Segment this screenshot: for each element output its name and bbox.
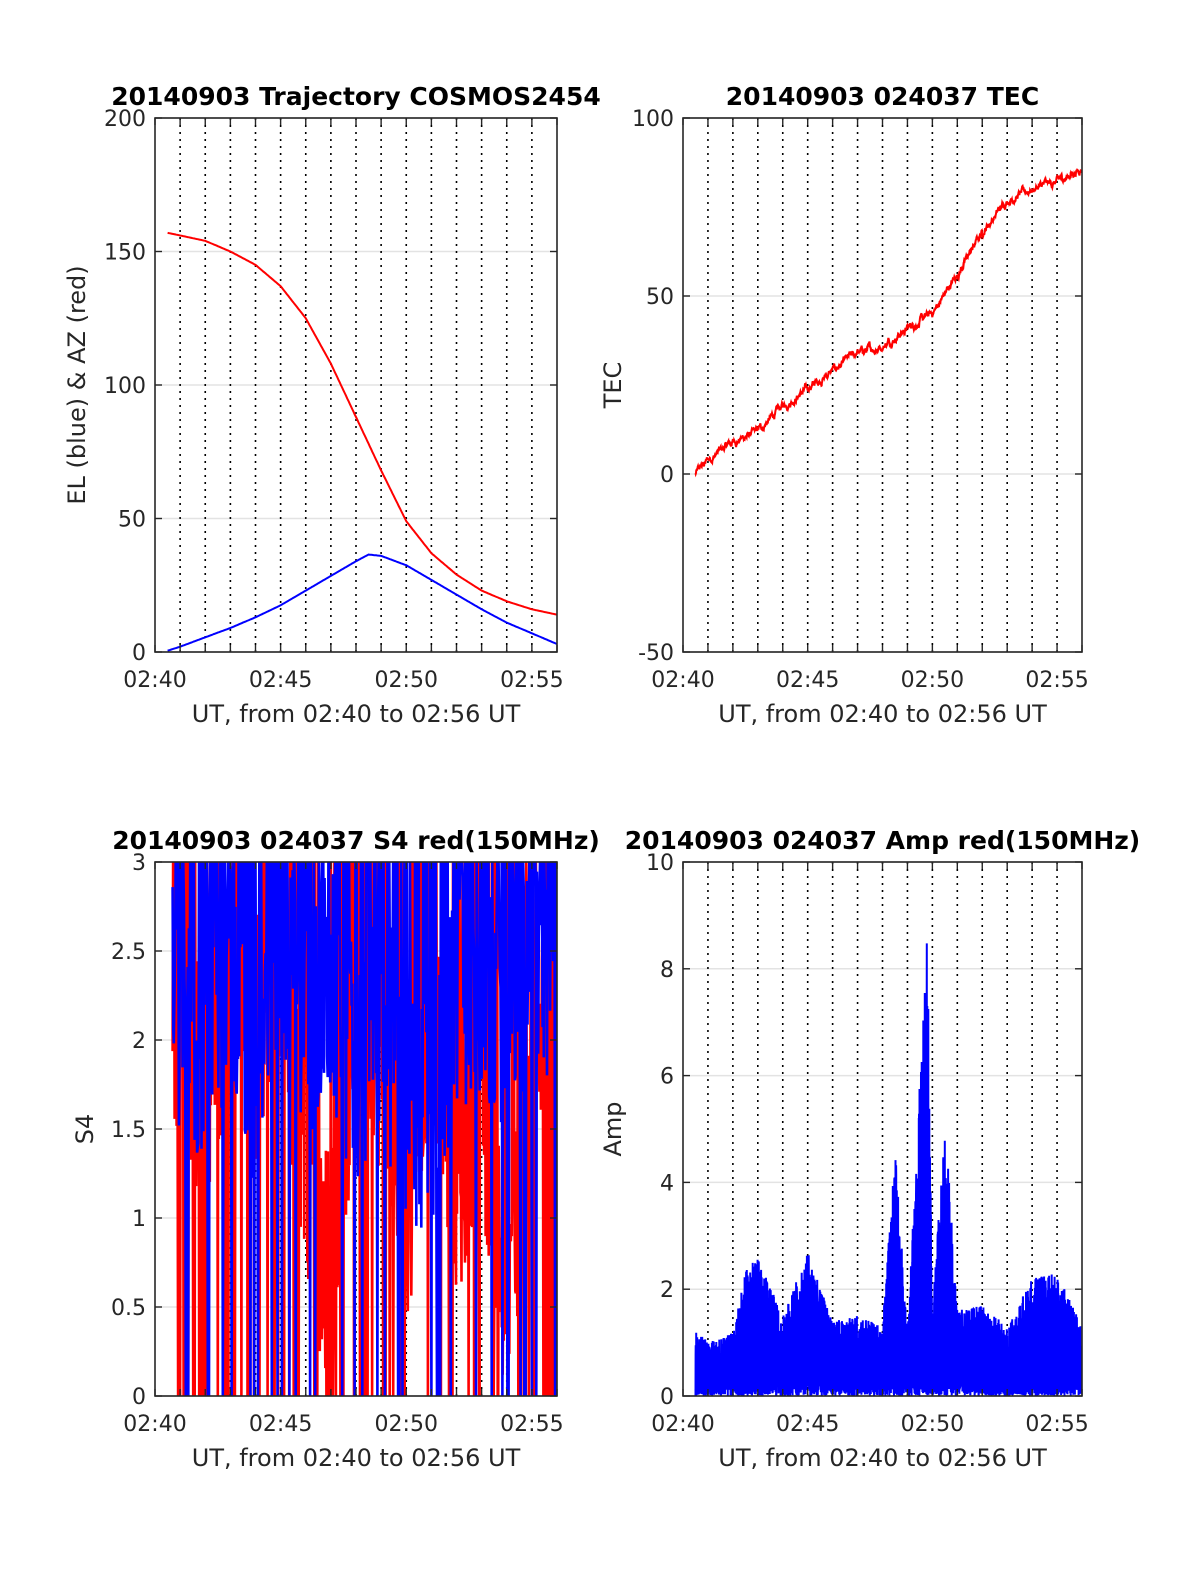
x-axis-label: UT, from 02:40 to 02:56 UT	[192, 700, 521, 728]
x-axis-label: UT, from 02:40 to 02:56 UT	[718, 1444, 1047, 1472]
y-tick-label: 6	[660, 1065, 674, 1090]
series-line	[167, 553, 557, 652]
y-tick-label: 2.5	[111, 940, 146, 965]
y-tick-label: 10	[646, 851, 674, 876]
x-tick-label: 02:50	[375, 1412, 438, 1437]
y-tick-label: 1	[132, 1207, 146, 1232]
x-tick-label: 02:50	[375, 668, 438, 693]
y-tick-label: 4	[660, 1171, 674, 1196]
x-tick-label: 02:40	[123, 668, 186, 693]
x-axis-label: UT, from 02:40 to 02:56 UT	[718, 700, 1047, 728]
y-tick-label: 50	[646, 285, 674, 310]
series-line	[694, 943, 1082, 1396]
chart-title: 20140903 024037 TEC	[726, 82, 1039, 111]
series-line	[167, 231, 557, 616]
y-axis-label: EL (blue) & AZ (red)	[63, 265, 91, 504]
series-line	[171, 862, 557, 1396]
y-tick-label: 1.5	[111, 1118, 146, 1143]
x-tick-label: 02:55	[1025, 668, 1088, 693]
series-line	[694, 167, 1082, 478]
y-tick-label: 0	[132, 641, 146, 666]
y-tick-label: 0	[660, 1385, 674, 1410]
x-tick-label: 02:40	[651, 668, 714, 693]
x-tick-label: 02:45	[776, 668, 839, 693]
y-tick-label: 0.5	[111, 1296, 146, 1321]
chart-panel-1: 02:40 02:45 02:50 02:55 0 50 100 150 20020140903…	[63, 82, 601, 728]
x-tick-label: 02:40	[123, 1412, 186, 1437]
y-tick-label: 100	[104, 374, 146, 399]
y-tick-label: 100	[632, 107, 674, 132]
y-tick-label: 2	[660, 1278, 674, 1303]
y-tick-label: 3	[132, 851, 146, 876]
y-axis-label: TEC	[599, 362, 627, 410]
y-tick-label: -50	[638, 641, 674, 666]
x-tick-label: 02:45	[249, 668, 312, 693]
plot-area	[694, 167, 1082, 478]
y-tick-label: 200	[104, 107, 146, 132]
y-tick-label: 8	[660, 958, 674, 983]
chart-title: 20140903 Trajectory COSMOS2454	[111, 82, 601, 111]
chart-panel-3: 02:40 02:45 02:50 02:55 0 0.5 1 1.5 2 2.5 32014090…	[71, 826, 600, 1472]
y-tick-label: 2	[132, 1029, 146, 1054]
x-tick-label: 02:50	[901, 1412, 964, 1437]
x-tick-label: 02:45	[249, 1412, 312, 1437]
plot-area	[171, 862, 557, 1396]
x-tick-label: 02:50	[901, 668, 964, 693]
x-tick-label: 02:55	[1025, 1412, 1088, 1437]
y-tick-label: 0	[132, 1385, 146, 1410]
y-axis-label: S4	[71, 1114, 99, 1145]
y-axis-label: Amp	[599, 1101, 627, 1156]
chart-title: 20140903 024037 Amp red(150MHz)	[625, 826, 1141, 855]
x-tick-label: 02:55	[500, 1412, 563, 1437]
y-tick-label: 150	[104, 241, 146, 266]
plot-area	[694, 943, 1082, 1396]
x-tick-label: 02:45	[776, 1412, 839, 1437]
x-axis-label: UT, from 02:40 to 02:56 UT	[192, 1444, 521, 1472]
x-tick-label: 02:40	[651, 1412, 714, 1437]
chart-title: 20140903 024037 S4 red(150MHz)	[112, 826, 600, 855]
y-tick-label: 50	[118, 508, 146, 533]
y-tick-label: 0	[660, 463, 674, 488]
x-tick-label: 02:55	[500, 668, 563, 693]
chart-panel-2: 02:40 02:45 02:50 02:55 -50 0 50 100 20140903 02…	[599, 82, 1089, 728]
plot-area	[167, 231, 557, 652]
